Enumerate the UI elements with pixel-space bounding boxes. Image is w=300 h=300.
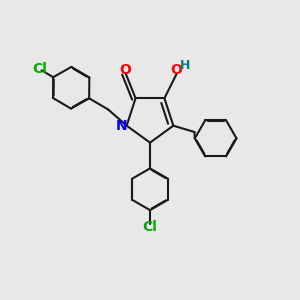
Text: Cl: Cl bbox=[142, 220, 158, 234]
Text: Cl: Cl bbox=[32, 62, 47, 76]
Text: H: H bbox=[180, 59, 190, 72]
Text: O: O bbox=[120, 62, 131, 76]
Text: O: O bbox=[171, 63, 182, 77]
Text: N: N bbox=[116, 119, 127, 133]
